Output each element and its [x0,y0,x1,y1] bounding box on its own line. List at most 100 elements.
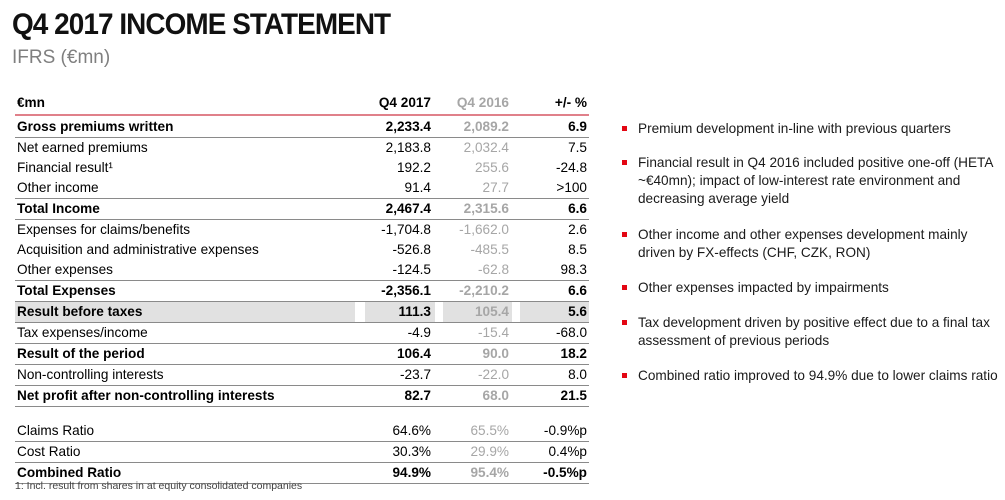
cell-change: 6.6 [568,283,587,298]
table-row: Net earned premiums 2,183.8 2,032.4 7.5 [15,138,589,158]
table-row: Other income 91.4 27.7 >100 [15,178,589,199]
commentary-bullet: Other income and other expenses developm… [622,226,1002,262]
table-spacer [15,407,589,421]
ratios-table: Claims Ratio 64.6% 65.5% -0.9%p Cost Ratio 30… [15,421,589,484]
row-label: Combined Ratio [17,465,122,480]
row-label: Result of the period [17,346,145,361]
footnote: 1: Incl. result from shares in at equity… [15,480,303,492]
cell-q4-2017: 106.4 [396,346,431,361]
table-header-row: €mn Q4 2017 Q4 2016 +/- % [15,92,589,114]
table-row: Result before taxes 111.3 105.4 5.6 [15,302,589,323]
row-label: Non-controlling interests [17,367,164,382]
cell-change: 6.6 [568,201,587,216]
commentary-bullet: Other expenses impacted by impairments [622,279,1002,297]
cell-q4-2017: -526.8 [392,242,431,257]
column-header-q4-2017: Q4 2017 [378,95,431,110]
cell-q4-2016: -2,210.2 [459,283,509,298]
row-label: Net earned premiums [17,140,148,155]
row-label: Acquisition and administrative expenses [17,242,259,257]
cell-change: 8.5 [568,242,587,257]
cell-q4-2017: -124.5 [392,262,431,277]
table-row: Financial result¹ 192.2 255.6 -24.8 [15,158,589,178]
row-label: Net profit after non-controlling interes… [17,388,275,403]
cell-change: 18.2 [560,346,587,361]
page-subtitle: IFRS (€mn) [12,47,111,68]
cell-q4-2017: 2,233.4 [385,119,431,134]
cell-change: -0.5%p [543,465,587,480]
cell-change: -0.9%p [543,423,587,438]
cell-q4-2017: -4.9 [407,325,431,340]
column-header-change: +/- % [554,95,587,110]
cell-q4-2016: 68.0 [482,388,509,403]
shade-gap [435,302,443,322]
cell-q4-2017: -2,356.1 [381,283,431,298]
commentary-bullet: Tax development driven by positive effec… [622,314,1002,350]
cell-q4-2017: -1,704.8 [381,222,431,237]
commentary-bullet: Financial result in Q4 2016 included pos… [622,154,1002,208]
cell-q4-2017: 111.3 [398,304,431,319]
cell-q4-2016: -485.5 [470,242,509,257]
table-row: Acquisition and administrative expenses -… [15,240,589,260]
shade-gap [512,302,520,322]
cell-q4-2017: -23.7 [400,367,431,382]
bullet-text: Financial result in Q4 2016 included pos… [638,155,993,206]
cell-q4-2017: 82.7 [404,388,431,403]
row-label: Cost Ratio [17,444,81,459]
cell-change: -24.8 [556,160,587,175]
table-row: Net profit after non-controlling interes… [15,386,589,407]
cell-q4-2016: 65.5% [470,423,509,438]
table-row: Expenses for claims/benefits -1,704.8 -1,6… [15,220,589,240]
commentary-bullet: Premium development in-line with previou… [622,120,1002,138]
row-label: Total Expenses [17,283,116,298]
cell-q4-2016: -15.4 [478,325,509,340]
cell-q4-2016: 95.4% [470,465,509,480]
shade-gap [355,302,365,322]
table-row: Other expenses -124.5 -62.8 98.3 [15,260,589,281]
commentary-bullet: Combined ratio improved to 94.9% due to … [622,367,1002,385]
cell-q4-2016: 27.7 [482,180,509,195]
cell-q4-2016: 105.4 [474,304,509,319]
page-title: Q4 2017 INCOME STATEMENT [12,8,391,41]
cell-change: 6.9 [568,119,587,134]
row-label: Financial result¹ [17,160,113,175]
cell-change: 2.6 [568,222,587,237]
column-header-q4-2016: Q4 2016 [456,95,509,110]
cell-change: 8.0 [568,367,587,382]
bullet-text: Other expenses impacted by impairments [638,280,889,295]
cell-change: 98.3 [560,262,587,277]
row-label: Other expenses [17,262,113,277]
cell-change: -68.0 [556,325,587,340]
bullet-square-icon [622,373,627,378]
cell-change: 0.4%p [548,444,587,459]
bullet-text: Other income and other expenses developm… [638,227,968,260]
row-label: Result before taxes [17,304,143,319]
cell-q4-2017: 91.4 [404,180,431,195]
cell-q4-2017: 64.6% [392,423,431,438]
cell-change: 7.5 [568,140,587,155]
bullet-square-icon [622,160,627,165]
row-label: Tax expenses/income [17,325,148,340]
bullet-text: Combined ratio improved to 94.9% due to … [638,368,998,383]
cell-q4-2016: 2,089.2 [463,119,509,134]
row-label: Gross premiums written [17,119,174,134]
income-statement-table: €mn Q4 2017 Q4 2016 +/- % Gross premiums… [15,92,589,484]
row-label: Other income [17,180,99,195]
cell-q4-2016: -1,662.0 [459,222,509,237]
cell-q4-2016: 2,315.6 [463,201,509,216]
cell-q4-2016: 90.0 [482,346,509,361]
bullet-square-icon [622,285,627,290]
table-row: Cost Ratio 30.3% 29.9% 0.4%p [15,442,589,463]
cell-q4-2016: 2,032.4 [463,140,509,155]
header-divider [15,114,589,116]
row-label: Expenses for claims/benefits [17,222,191,237]
cell-q4-2016: 255.6 [474,160,509,175]
row-label: Claims Ratio [17,423,95,438]
bullet-square-icon [622,320,627,325]
bullet-text: Premium development in-line with previou… [638,121,951,136]
table-row: Total Expenses -2,356.1 -2,210.2 6.6 [15,281,589,302]
cell-q4-2016: -22.0 [478,367,509,382]
bullet-square-icon [622,232,627,237]
cell-q4-2017: 2,467.4 [385,201,431,216]
cell-change: >100 [556,180,587,195]
cell-q4-2017: 30.3% [392,444,431,459]
